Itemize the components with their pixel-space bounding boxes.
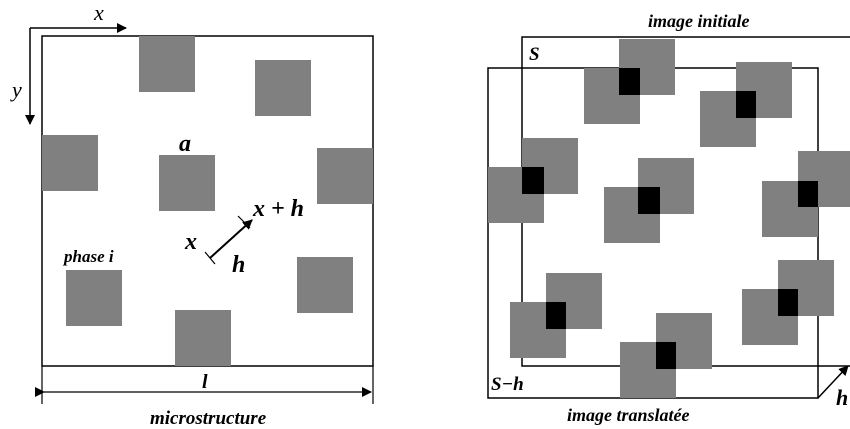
dimension-l-label: l	[202, 371, 208, 393]
inclusion	[139, 36, 195, 92]
point-x-tick	[204, 251, 216, 265]
point-x-label: x	[184, 229, 197, 255]
overlap	[638, 187, 660, 214]
phase-label: phase i	[62, 247, 114, 266]
overlap	[778, 289, 798, 316]
microstructure-panel: x y a phase i x x + h h l microstruct	[10, 0, 374, 429]
translated-inclusions	[488, 68, 818, 398]
overlap	[798, 181, 818, 207]
overlap	[736, 91, 756, 118]
inclusion	[42, 135, 98, 191]
inclusion	[255, 60, 311, 116]
microstructure-caption: microstructure	[150, 408, 267, 429]
set-S-minus-h-label: S−h	[491, 374, 524, 395]
vector-h-arrow	[209, 219, 253, 259]
inclusion	[66, 270, 122, 326]
vector-h-label: h	[232, 252, 245, 278]
translation-vector-arrow	[817, 365, 849, 399]
inclusion	[159, 155, 215, 211]
inclusion	[297, 257, 353, 313]
phase-inclusions	[42, 36, 373, 366]
overlap	[546, 302, 566, 329]
point-x-plus-h-tick	[237, 215, 251, 229]
set-S-label: S	[529, 44, 540, 65]
translated-image-caption: image translatée	[567, 405, 690, 425]
initial-image-title: image initiale	[648, 11, 750, 31]
inclusion-size-label: a	[179, 131, 191, 157]
y-axis-label: y	[10, 77, 22, 102]
overlap	[522, 167, 544, 194]
overlap	[656, 342, 676, 369]
inclusion	[317, 148, 373, 204]
inclusion	[175, 310, 231, 366]
point-x-plus-h-label: x + h	[252, 196, 304, 222]
x-axis-label: x	[93, 0, 104, 25]
overlap	[619, 68, 640, 95]
translation-panel: image initiale	[487, 11, 850, 425]
translation-vector-label: h	[836, 385, 848, 410]
overlap-regions	[522, 68, 818, 369]
